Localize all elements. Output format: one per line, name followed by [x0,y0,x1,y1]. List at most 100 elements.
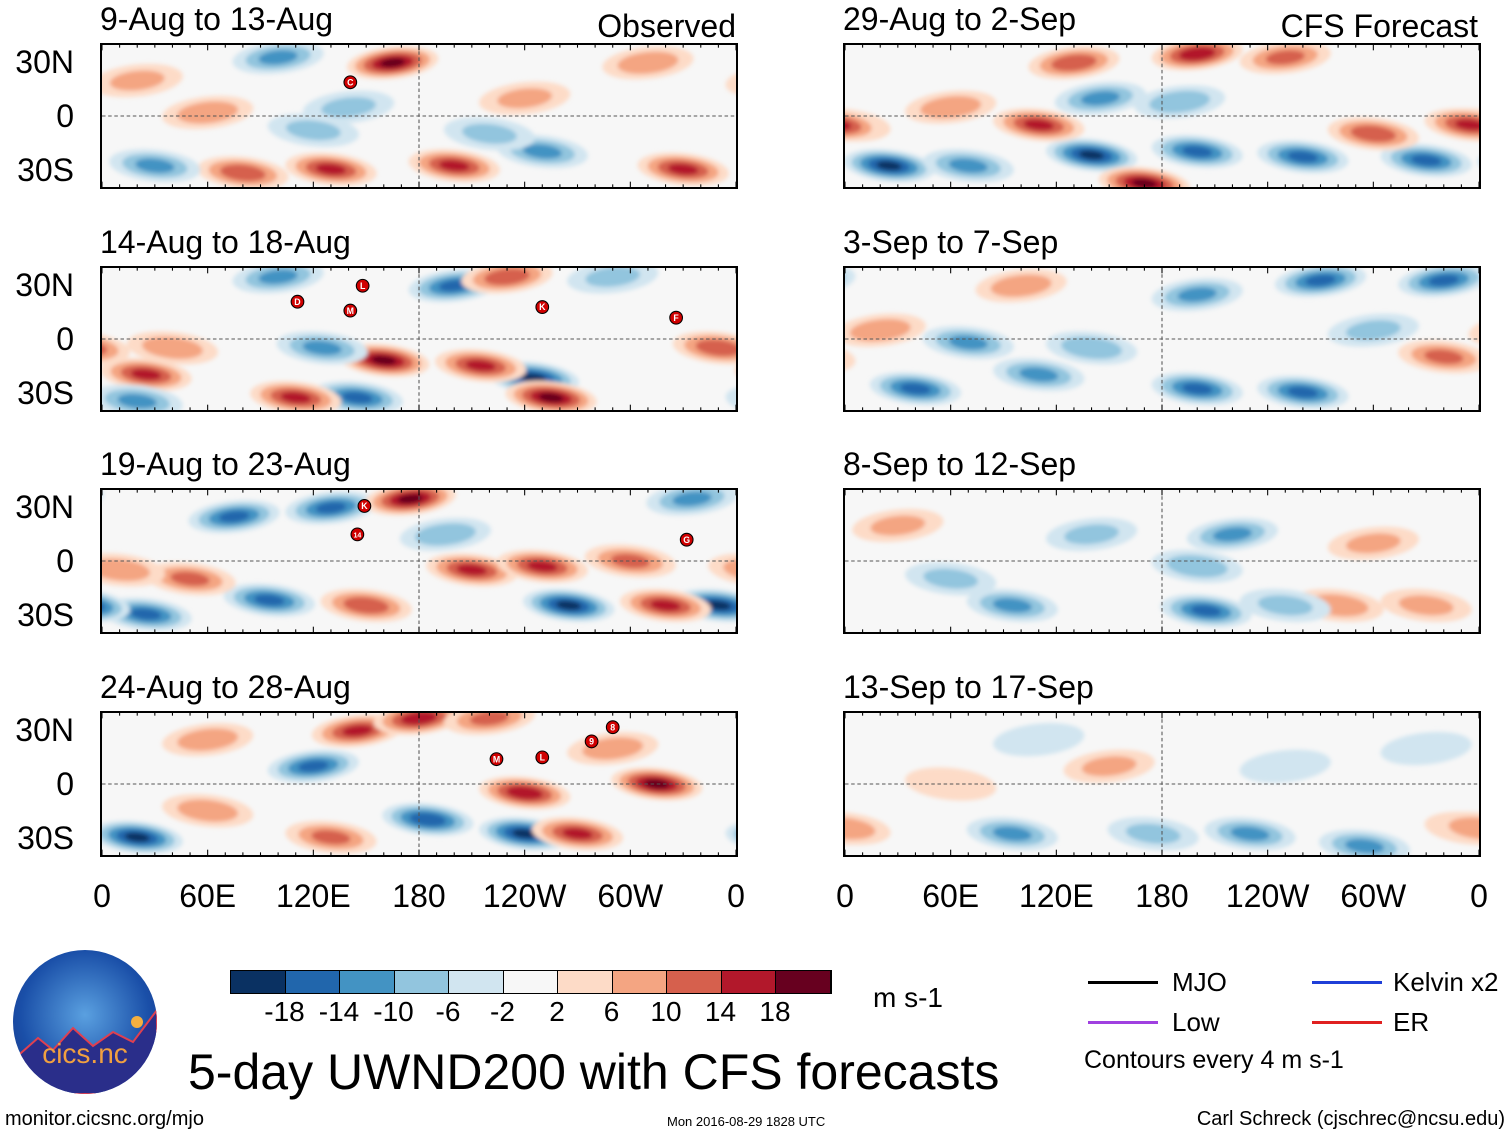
wind-anomaly-center [637,152,729,186]
wind-anomaly-center [905,90,997,124]
map-field [845,45,1479,187]
colorbar-swatch [667,971,722,993]
colorbar-tick-label: -18 [264,996,305,1027]
x-tick-label: 120W [482,878,567,914]
storm-label: L [360,281,366,291]
wind-anomaly-center [1380,588,1472,622]
wind-anomaly-center [232,268,324,294]
panel-title: 29-Aug to 2-Sep [843,1,1077,37]
wind-anomaly-center [905,562,997,596]
wind-anomaly-center [102,553,736,587]
x-tick-label: 120W [1225,878,1310,914]
y-tick-label: 30S [17,820,74,856]
wind-anomaly-center [975,269,1067,303]
y-tick-label: 0 [56,543,74,579]
wind-anomaly-center [1204,817,1296,851]
forecast-label: CFS Forecast [1280,8,1478,44]
colorbar-units: m s-1 [873,982,943,1013]
tropical-cyclone-marker: M [343,303,358,318]
colorbar-tick-label: -10 [373,996,414,1027]
wind-anomaly-center [1257,375,1349,409]
wind-anomaly-center [1380,143,1472,177]
tropical-cyclone-marker: F [669,310,683,325]
x-tick-label: 0 [1470,878,1488,914]
logo-mountain-icon [13,1008,157,1094]
storm-label: K [361,501,368,511]
panel-title: 14-Aug to 18-Aug [100,224,351,260]
map-field: M L 9 8 [102,713,736,855]
panel-title: 9-Aug to 13-Aug [100,1,334,37]
wind-anomaly-center [1045,138,1138,172]
storm-label: D [294,297,300,307]
footer-author: Carl Schreck (cjschrec@ncsu.edu) [1196,1108,1505,1130]
colorbar-swatch [394,971,449,993]
wind-anomaly-center [1327,526,1419,560]
colorbar-tick-label: 2 [549,996,565,1027]
colorbar-swatch [503,971,558,993]
wind-anomaly-center [399,517,491,551]
panel-title: 3-Sep to 7-Sep [843,224,1059,260]
wind-anomaly-center [479,81,571,115]
map-panel: C [100,43,738,189]
wind-anomaly-center [285,152,377,186]
storm-label: M [347,306,354,316]
wind-anomaly-center [1327,313,1419,347]
x-tick-label: 0 [727,878,745,914]
wind-anomaly-center [966,817,1058,851]
colorbar-tick-label: 10 [650,996,682,1027]
wind-anomaly-center [162,794,254,828]
wind-anomaly-center [144,562,236,596]
wind-anomaly-center [443,117,536,151]
wind-anomaly-center [619,588,712,622]
tropical-cyclone-marker: 9 [584,734,599,749]
wind-anomaly-center [109,149,201,183]
legend-mjo-line [1088,981,1158,984]
wind-anomaly-center [126,331,219,365]
tropical-cyclone-marker: 8 [605,720,620,735]
y-tick-label: 30S [17,597,74,633]
colorbar [230,970,832,994]
wind-anomaly-center [1186,517,1279,551]
wind-anomaly-center [382,802,474,837]
wind-anomaly-center [1151,45,1243,71]
wind-anomaly-center [223,583,315,617]
wind-anomaly-center [1151,278,1243,312]
colorbar-tick-label: -14 [318,996,360,1027]
legend-contour-note: Contours every 4 m s-1 [1084,1046,1344,1074]
legend-kelvin-label: Kelvin x2 [1393,967,1499,997]
wind-anomaly-center [845,149,1479,183]
tropical-cyclone-marker: G [679,532,694,547]
wind-anomaly-center [993,357,1085,392]
wind-anomaly-center [1028,46,1120,80]
legend-er-line [1312,1021,1382,1024]
wind-anomaly-center [1098,166,1190,187]
tropical-cyclone-marker: L [355,278,370,293]
map-field: C [102,45,736,187]
wind-anomaly-center [373,713,465,735]
wind-anomaly-center [102,357,736,392]
wind-anomaly-center [162,95,254,130]
wind-anomaly-center [302,90,395,124]
wind-anomaly-center [1318,829,1411,855]
y-tick-label: 30S [17,375,74,411]
wind-anomaly-center [845,340,1479,374]
wind-anomaly-center [852,508,944,543]
map-field: D L M K F [102,268,736,410]
x-tick-label: 180 [392,878,446,914]
wind-anomaly-center [845,108,1479,142]
panel-title: 24-Aug to 28-Aug [100,669,351,705]
tropical-cyclone-marker: D [290,294,305,309]
colorbar-tick-label: 6 [603,996,620,1027]
wind-anomaly-center [102,331,736,365]
map-field [845,713,1479,855]
observed-label: Observed [597,8,736,44]
logo: cics.nc [13,950,157,1094]
wind-anomaly-center [197,156,289,187]
tropical-cyclone-marker: L [535,750,550,765]
legend-er-label: ER [1393,1007,1430,1037]
map-field [845,268,1479,410]
wind-anomaly-center [845,268,1479,298]
storm-label: L [540,753,546,763]
colorbar-swatch [449,971,504,993]
